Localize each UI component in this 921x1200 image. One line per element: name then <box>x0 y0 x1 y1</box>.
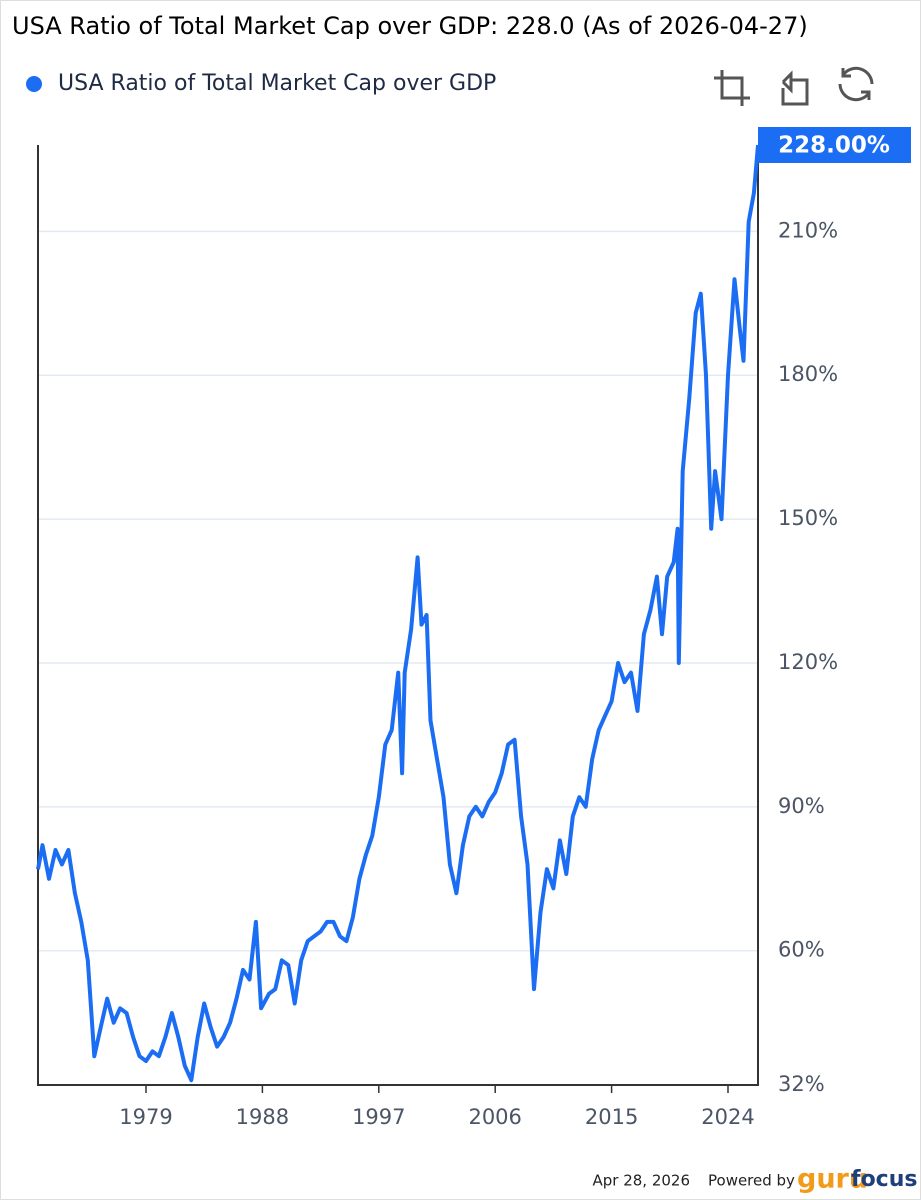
x-tick-label: 2006 <box>468 1105 521 1129</box>
series-line <box>36 144 760 1083</box>
y-tick-label: 180% <box>778 362 838 386</box>
toolbar <box>714 66 874 106</box>
y-tick-label: 210% <box>778 218 838 242</box>
y-tick-label: 150% <box>778 506 838 530</box>
zoom-reset-button[interactable] <box>781 70 809 106</box>
x-tick-label: 2024 <box>701 1105 754 1129</box>
brand-suffix: focus <box>851 1167 917 1192</box>
chart-title: USA Ratio of Total Market Cap over GDP: … <box>12 12 808 40</box>
zoom-button[interactable] <box>714 70 750 106</box>
legend-marker <box>26 76 42 92</box>
axis-frame <box>37 145 759 1086</box>
footer-date: Apr 28, 2026 <box>592 1172 690 1190</box>
refresh-button[interactable] <box>838 66 874 102</box>
y-tick-label: 60% <box>778 938 825 962</box>
brand-prefix: guru <box>797 1164 868 1195</box>
y-tick-label: 32% <box>778 1072 825 1096</box>
footer-powered-by: Powered by <box>708 1172 795 1190</box>
x-tick-label: 1988 <box>236 1105 289 1129</box>
legend[interactable]: USA Ratio of Total Market Cap over GDP <box>26 71 496 96</box>
plot: 32% 60% 90% 120% 150% 180% 210% 1979 1988 1997 200… <box>36 144 838 1129</box>
x-tick-label: 2015 <box>585 1105 638 1129</box>
y-tick-label: 120% <box>778 650 838 674</box>
x-tick-label: 1979 <box>119 1105 172 1129</box>
value-label-box <box>758 127 911 163</box>
y-tick-label: 90% <box>778 794 825 818</box>
value-label: 228.00% <box>778 133 890 159</box>
legend-label: USA Ratio of Total Market Cap over GDP <box>58 71 496 96</box>
x-tick-label: 1997 <box>352 1105 405 1129</box>
